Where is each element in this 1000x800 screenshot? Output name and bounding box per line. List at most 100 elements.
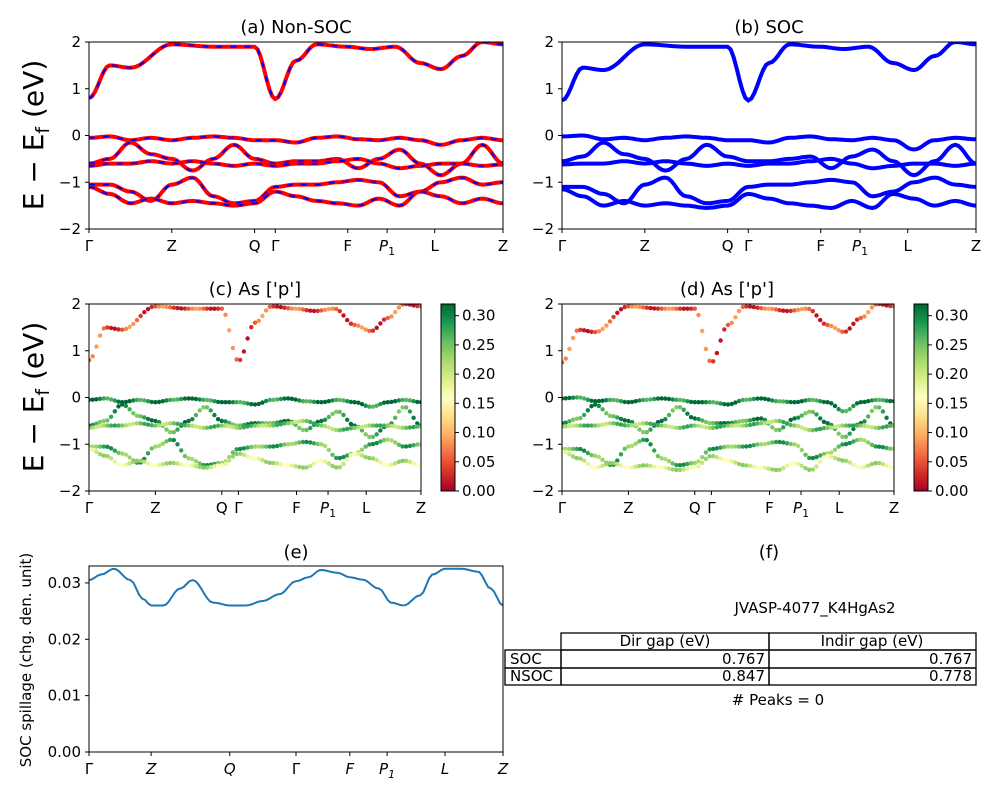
projection-point [304, 465, 309, 470]
x-tick-label: Q [224, 760, 236, 778]
projection-point [112, 448, 118, 453]
projection-point [836, 407, 841, 412]
projection-point [574, 446, 579, 452]
projection-point [818, 416, 823, 421]
projection-point [396, 425, 402, 430]
projection-point [851, 423, 856, 428]
projection-point [241, 425, 247, 430]
projection-point [829, 450, 834, 455]
y-tick-label: 1 [544, 342, 554, 360]
projection-point [722, 402, 727, 407]
projection-point [112, 459, 118, 464]
projection-point [160, 422, 165, 427]
projection-point [238, 425, 243, 430]
projection-point [762, 441, 768, 447]
projection-point [138, 458, 143, 463]
projection-point [359, 325, 365, 330]
y-tick-label: 0 [544, 389, 554, 407]
projection-point [204, 425, 210, 430]
projection-point [304, 439, 309, 445]
projection-point [563, 420, 568, 425]
projection-point [385, 423, 390, 428]
projection-point [766, 466, 771, 471]
projection-point [604, 323, 609, 328]
projection-point [744, 444, 749, 449]
x-tick-label: Z [167, 237, 177, 255]
projection-point [659, 396, 664, 401]
projection-point [663, 465, 668, 471]
projection-point [700, 328, 705, 334]
projection-point [341, 398, 346, 403]
projection-point [814, 398, 819, 403]
projection-point [116, 404, 121, 409]
projection-point [334, 397, 339, 403]
projection-point [164, 304, 169, 310]
projection-point [799, 425, 804, 430]
projection-point [762, 306, 768, 311]
projection-point [267, 423, 272, 428]
projection-point [393, 461, 398, 466]
gap-table: JVASP-4077_K4HgAs2 Dir gap (eV) Indir ga… [504, 599, 977, 709]
projection-point [622, 446, 627, 451]
projection-point [156, 462, 162, 468]
projection-point [256, 423, 261, 428]
projection-point [415, 399, 420, 405]
projection-point [644, 421, 649, 426]
projection-point [633, 399, 638, 404]
projection-point [282, 442, 287, 447]
projection-point [389, 399, 394, 405]
projection-point [581, 412, 587, 418]
projection-point [286, 421, 291, 426]
projection-point [352, 400, 357, 405]
projection-point [770, 425, 775, 430]
projection-point [190, 463, 195, 468]
projection-point [644, 397, 649, 402]
projection-point [164, 421, 169, 426]
projection-point [374, 432, 379, 437]
projection-point [171, 460, 176, 466]
projection-point [784, 421, 790, 426]
y-tick-label: 0 [544, 127, 554, 145]
projection-point [692, 416, 697, 421]
projection-point [123, 452, 129, 457]
projection-point [256, 444, 261, 449]
projection-point [618, 416, 624, 422]
projection-point [670, 425, 675, 430]
projection-point [230, 450, 236, 455]
table-value: 0.767 [722, 650, 765, 668]
projection-point [567, 423, 572, 429]
colorbar-tick-label: 0.30 [462, 307, 495, 325]
y-tick-label: −1 [532, 173, 554, 191]
projection-point [263, 459, 269, 464]
projection-point [359, 424, 365, 430]
projection-point [744, 397, 749, 402]
projection-point [186, 423, 191, 428]
projection-point [378, 460, 383, 465]
projection-point [330, 452, 335, 457]
y-tick-label: 0.03 [48, 574, 81, 592]
projection-point [795, 423, 801, 429]
projection-point [168, 305, 173, 310]
projection-point [674, 397, 679, 402]
projection-point [297, 425, 302, 431]
projection-point [777, 439, 782, 445]
projection-point [153, 423, 158, 428]
projection-point [381, 400, 387, 405]
projection-point [807, 467, 812, 472]
projection-point [873, 444, 878, 449]
y-tick-label: 1 [544, 80, 554, 98]
projection-point [696, 459, 701, 464]
x-tick-label: Z [497, 760, 509, 778]
projection-point [696, 416, 701, 422]
projection-point [249, 325, 254, 330]
projection-point [120, 402, 125, 407]
projection-point [751, 443, 756, 448]
projection-point [370, 441, 376, 447]
projection-point [600, 422, 605, 427]
projection-point [641, 397, 646, 403]
y-tick-label: −1 [59, 435, 81, 453]
projection-point [854, 401, 860, 406]
projection-point [733, 423, 738, 428]
projection-point [637, 304, 642, 310]
projection-point [681, 407, 686, 412]
